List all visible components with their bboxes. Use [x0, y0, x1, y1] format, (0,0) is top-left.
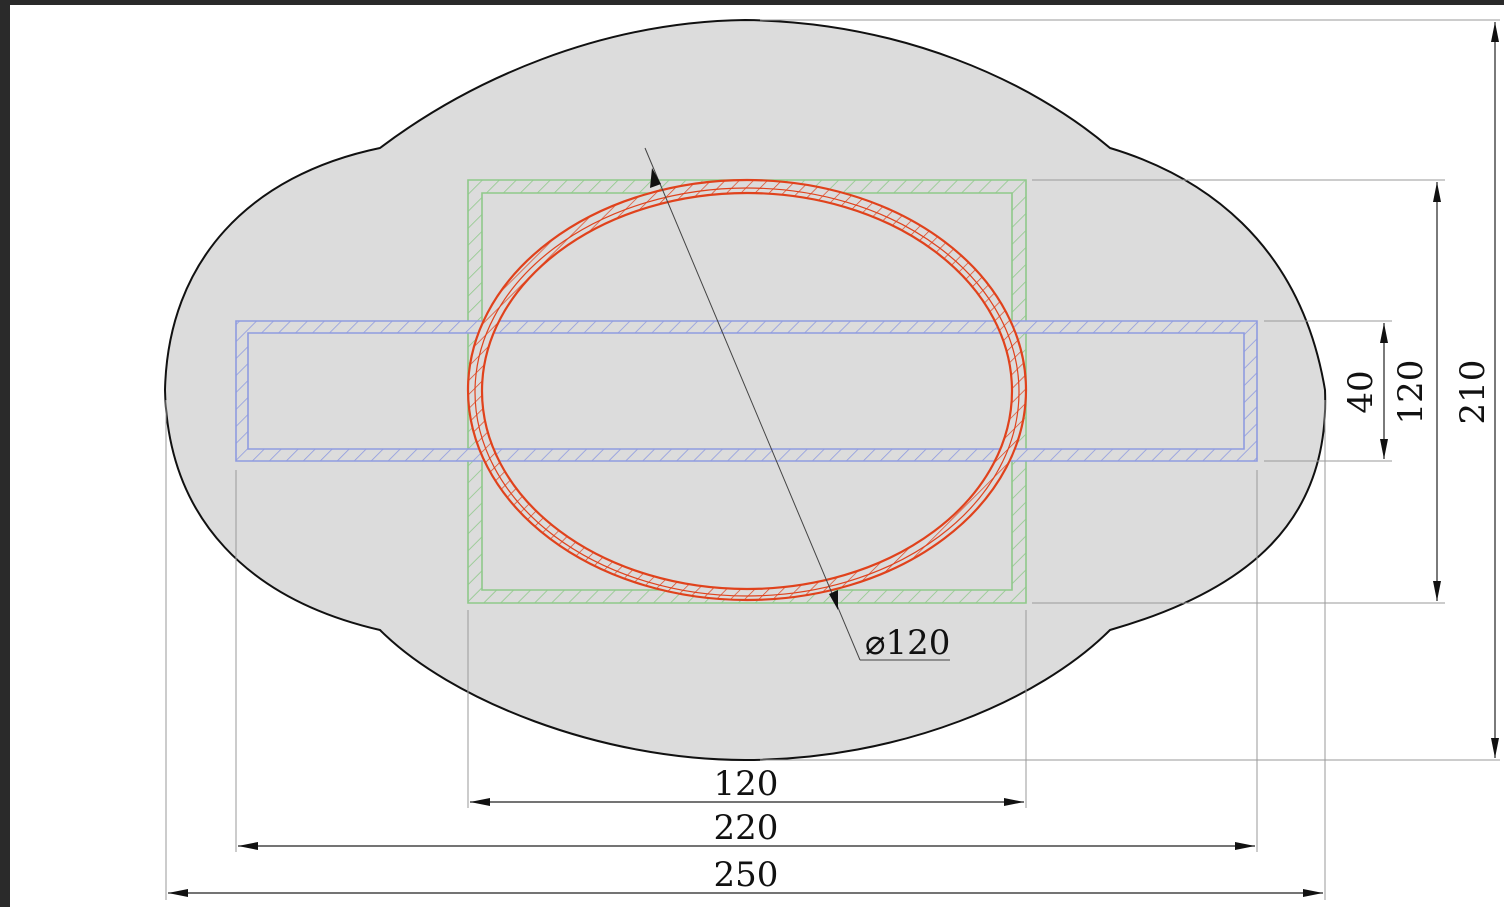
dim-label-210: 210 [1453, 360, 1493, 425]
dim-label-250: 250 [714, 855, 779, 895]
rect-duct [235, 320, 1258, 462]
round-duct [466, 178, 1028, 602]
round-duct-inner-edge [474, 187, 1020, 597]
dim-label-120-vertical: 120 [1391, 360, 1431, 425]
body-outline [163, 18, 1327, 762]
diameter-label: ⌀120 [865, 623, 950, 663]
dim-label-40: 40 [1341, 370, 1381, 413]
diameter-leader [644, 147, 861, 661]
diameter-arrow-bottom [829, 590, 838, 610]
diameter-arrow-top [650, 168, 661, 188]
dim-label-220: 220 [714, 808, 779, 848]
dim-label-120: 120 [714, 764, 779, 804]
